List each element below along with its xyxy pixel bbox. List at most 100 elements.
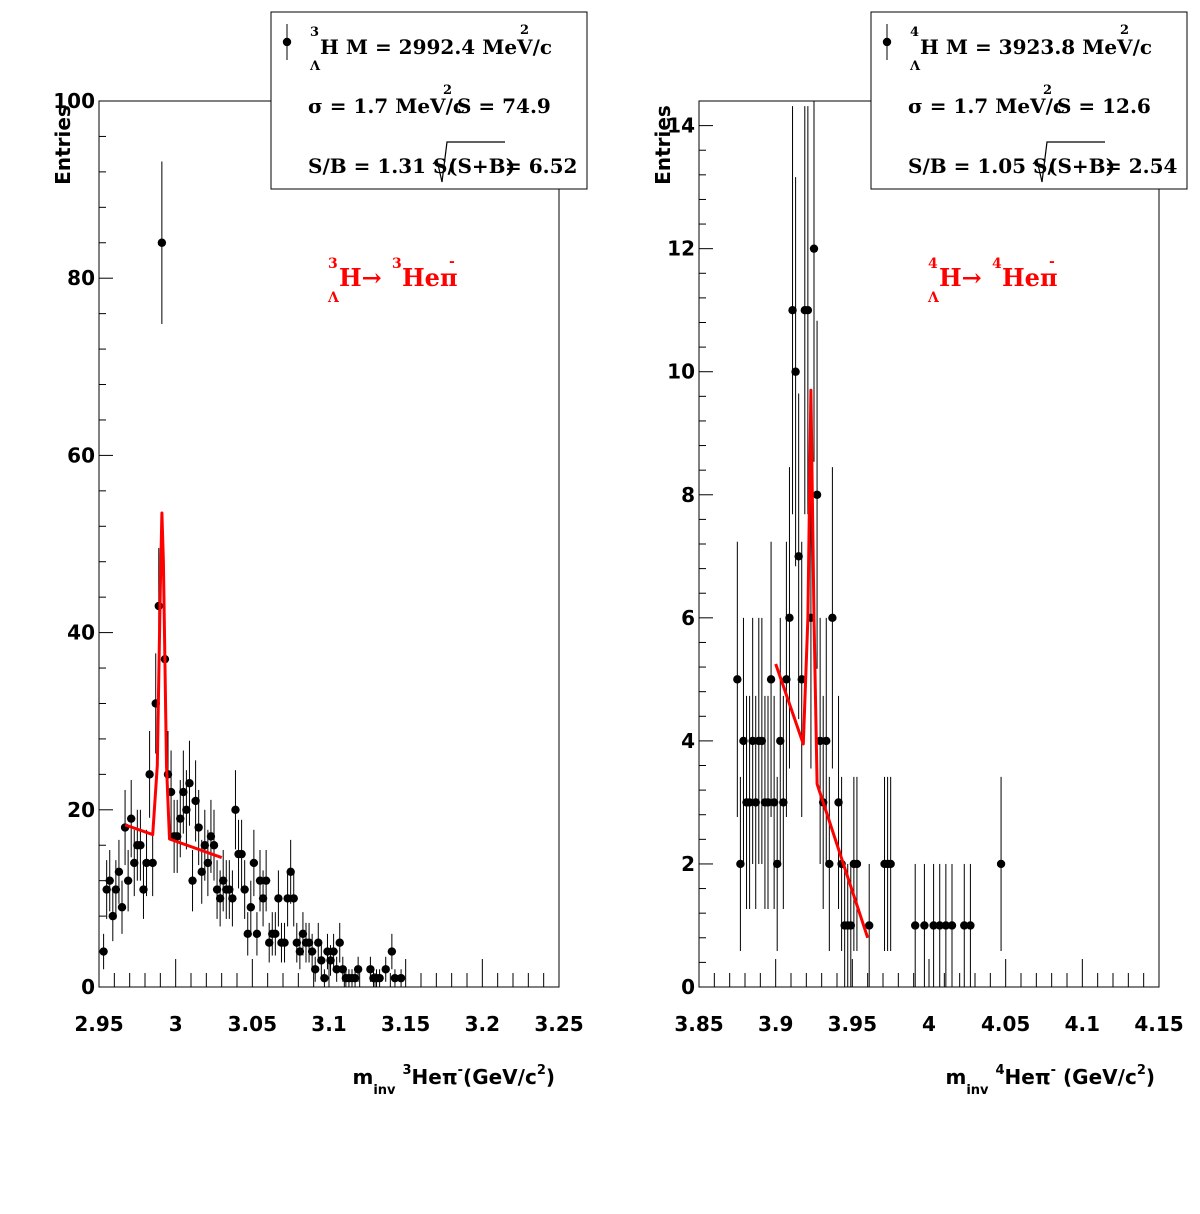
- x-tick-label: 3.15: [381, 1012, 430, 1036]
- x-tick-label: 3.05: [228, 1012, 277, 1036]
- data-point: [200, 809, 209, 881]
- data-marker: [136, 841, 145, 850]
- legend-marker: [282, 37, 292, 47]
- data-point: [311, 956, 320, 982]
- legend-line1-text: H M = 3923.8 MeV/c: [920, 35, 1152, 59]
- data-point: [736, 776, 745, 951]
- data-point: [773, 776, 782, 951]
- data-marker: [243, 929, 252, 939]
- data-marker: [366, 965, 375, 974]
- x-tick-label: 3.9: [758, 1012, 793, 1036]
- data-marker: [929, 921, 938, 930]
- legend-line3-text: S/B = 1.31 S/: [308, 154, 455, 178]
- data-marker: [317, 956, 326, 965]
- data-point: [329, 933, 338, 970]
- data-marker: [157, 238, 167, 247]
- data-point: [231, 770, 240, 850]
- data-marker: [307, 947, 317, 956]
- data-marker: [329, 947, 338, 956]
- data-marker: [311, 965, 320, 974]
- data-marker: [225, 885, 234, 894]
- data-point: [941, 863, 951, 987]
- data-point: [228, 870, 237, 927]
- data-marker: [261, 876, 271, 885]
- legend-line2-tail-sup: 2: [443, 83, 452, 98]
- data-marker: [185, 779, 194, 788]
- reaction-label: 3ΛH→ 3 Heπ-: [327, 254, 458, 306]
- data-point: [320, 969, 329, 987]
- x-tick-label: 4.05: [981, 1012, 1030, 1036]
- data-marker: [188, 876, 197, 885]
- legend-line2-rest: S = 12.6: [1057, 94, 1151, 118]
- data-point: [935, 863, 944, 987]
- data-marker: [757, 736, 767, 746]
- legend-line1-sup: 3: [310, 25, 319, 40]
- reaction-right: Heπ: [1002, 263, 1058, 292]
- data-marker: [102, 885, 111, 894]
- reaction-label: 4ΛH→ 4 Heπ-: [927, 254, 1058, 306]
- data-point: [947, 863, 957, 987]
- data-marker: [785, 613, 794, 623]
- data-marker: [298, 929, 308, 939]
- data-marker: [240, 885, 249, 894]
- data-marker: [173, 832, 182, 841]
- data-marker: [219, 876, 228, 885]
- data-marker: [212, 885, 222, 894]
- data-marker: [194, 823, 203, 832]
- data-marker: [200, 841, 209, 850]
- data-point: [225, 860, 234, 919]
- data-point: [745, 695, 754, 909]
- data-marker: [314, 938, 323, 947]
- data-point: [766, 541, 776, 817]
- data-point: [304, 922, 314, 963]
- legend-line3-rest: = 2.54: [1105, 154, 1178, 178]
- legend-line2-text: σ = 1.7 MeV/c: [908, 94, 1065, 118]
- data-point: [240, 860, 249, 919]
- data-marker: [745, 798, 754, 807]
- data-marker: [142, 858, 151, 868]
- data-point: [960, 863, 969, 987]
- legend-box: 3ΛH M = 2992.4 MeV/c2σ = 1.7 MeV/c2S = 7…: [270, 11, 588, 190]
- data-marker: [145, 770, 154, 779]
- data-marker: [246, 903, 255, 912]
- data-marker: [920, 921, 929, 930]
- data-point: [295, 933, 305, 970]
- y-tick-label: 0: [81, 975, 95, 999]
- data-marker: [375, 973, 384, 983]
- data-marker: [123, 876, 133, 885]
- x-tick-label: 3.85: [674, 1012, 723, 1036]
- data-point: [212, 860, 222, 919]
- data-point: [350, 969, 360, 987]
- data-point: [828, 467, 837, 769]
- data-point: [396, 969, 406, 987]
- data-point: [387, 933, 397, 970]
- data-marker: [852, 859, 862, 869]
- data-point: [102, 860, 111, 919]
- data-point: [852, 776, 862, 951]
- data-marker: [258, 894, 268, 903]
- x-tick-label: 3.95: [828, 1012, 877, 1036]
- data-marker: [809, 244, 819, 253]
- y-tick-label: 14: [667, 114, 695, 138]
- data-point: [105, 849, 114, 912]
- data-marker: [381, 965, 390, 974]
- data-marker: [387, 947, 397, 956]
- data-marker: [941, 921, 951, 930]
- data-marker: [815, 736, 825, 746]
- data-marker: [779, 798, 788, 807]
- data-point: [920, 863, 929, 987]
- data-marker: [803, 305, 813, 315]
- data-marker: [292, 938, 301, 947]
- legend-line1-tail-sup: 2: [520, 23, 529, 38]
- data-marker: [176, 814, 185, 823]
- data-point: [815, 617, 825, 864]
- data-marker: [390, 973, 400, 983]
- data-point: [332, 956, 341, 982]
- data-point: [791, 177, 800, 567]
- data-point: [911, 863, 920, 987]
- data-point: [252, 912, 262, 956]
- reaction-sup1: 3: [328, 256, 338, 272]
- legend-frame: [270, 11, 588, 190]
- data-point: [803, 106, 813, 515]
- data-point: [788, 106, 797, 515]
